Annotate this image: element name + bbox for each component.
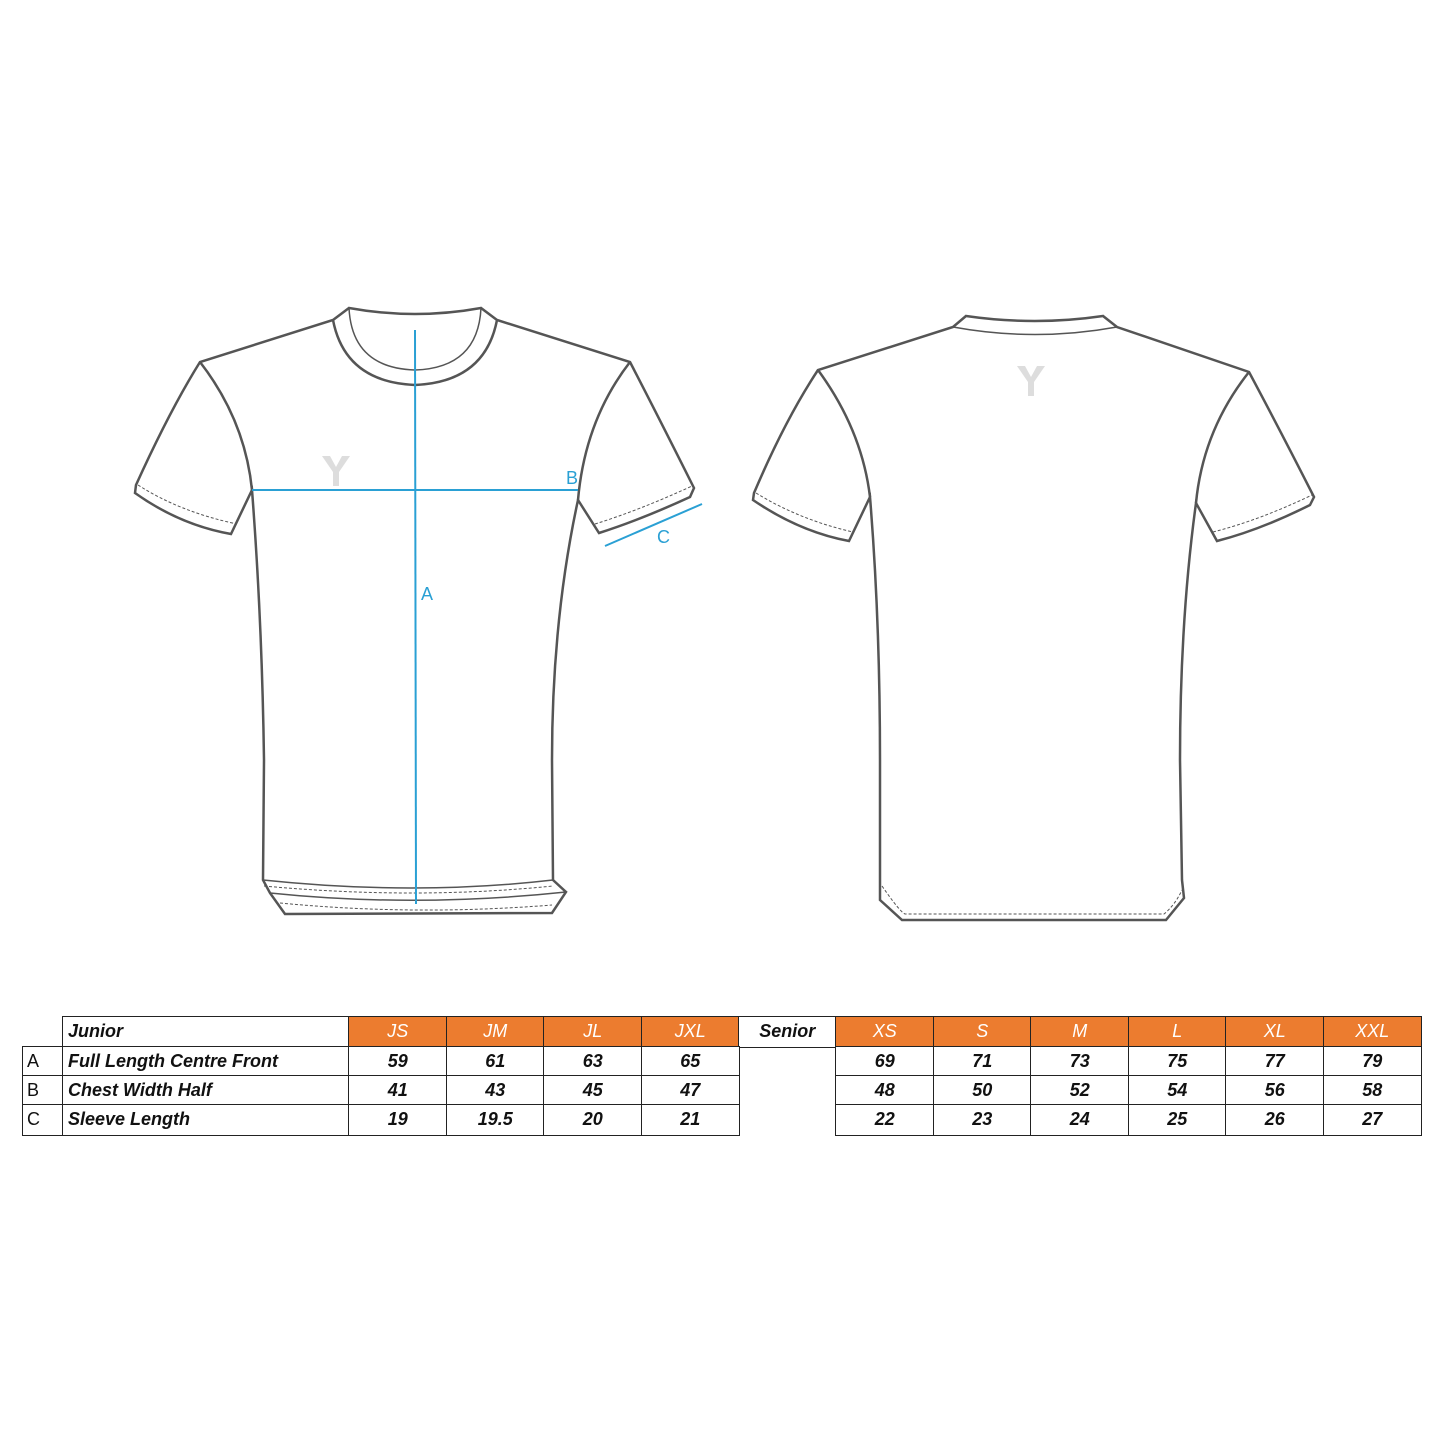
size-header-jl: JL (543, 1016, 643, 1048)
measure-label-b: B (566, 468, 579, 488)
measurement-letter: C (22, 1104, 64, 1136)
junior-value: 20 (543, 1104, 643, 1136)
measurement-letter: A (22, 1046, 64, 1077)
front-tshirt-outline (133, 306, 696, 916)
senior-value: 24 (1030, 1104, 1130, 1136)
junior-value: 47 (641, 1075, 740, 1106)
junior-value: 43 (446, 1075, 545, 1106)
size-header-jm: JM (446, 1016, 545, 1048)
size-header-s: S (933, 1016, 1032, 1048)
junior-value: 41 (348, 1075, 448, 1106)
size-header-xxl: XXL (1323, 1016, 1422, 1048)
junior-value: 21 (641, 1104, 740, 1136)
senior-value: 77 (1225, 1046, 1325, 1077)
size-header-xl: XL (1225, 1016, 1325, 1048)
senior-value: 23 (933, 1104, 1032, 1136)
measure-label-a: A (421, 584, 434, 604)
junior-value: 63 (543, 1046, 643, 1077)
size-header-js: JS (348, 1016, 448, 1048)
senior-value: 56 (1225, 1075, 1325, 1106)
senior-value: 69 (835, 1046, 935, 1077)
junior-value: 59 (348, 1046, 448, 1077)
measurement-label: Full Length Centre Front (62, 1046, 350, 1077)
measurement-label: Chest Width Half (62, 1075, 350, 1106)
back-tshirt-outline (751, 314, 1316, 922)
senior-value: 50 (933, 1075, 1032, 1106)
senior-value: 26 (1225, 1104, 1325, 1136)
senior-value: 75 (1128, 1046, 1227, 1077)
logo-watermark-back (1017, 366, 1045, 396)
senior-value: 27 (1323, 1104, 1422, 1136)
senior-value: 73 (1030, 1046, 1130, 1077)
junior-value: 19 (348, 1104, 448, 1136)
senior-value: 48 (835, 1075, 935, 1106)
size-header-jxl: JXL (641, 1016, 740, 1048)
senior-value: 54 (1128, 1075, 1227, 1106)
logo-watermark-front (322, 456, 350, 486)
junior-value: 19.5 (446, 1104, 545, 1136)
measurement-label: Sleeve Length (62, 1104, 350, 1136)
measurement-letter: B (22, 1075, 64, 1106)
junior-header: Junior (62, 1016, 350, 1048)
size-header-xs: XS (835, 1016, 935, 1048)
senior-value: 58 (1323, 1075, 1422, 1106)
measurement-lines (252, 329, 703, 905)
tshirt-diagrams (133, 306, 1316, 922)
senior-value: 22 (835, 1104, 935, 1136)
senior-value: 52 (1030, 1075, 1130, 1106)
junior-value: 65 (641, 1046, 740, 1077)
senior-value: 71 (933, 1046, 1032, 1077)
senior-header: Senior (738, 1016, 837, 1048)
measure-label-c: C (657, 527, 670, 547)
senior-value: 79 (1323, 1046, 1422, 1077)
senior-value: 25 (1128, 1104, 1227, 1136)
junior-value: 45 (543, 1075, 643, 1106)
size-header-l: L (1128, 1016, 1227, 1048)
junior-value: 61 (446, 1046, 545, 1077)
size-header-m: M (1030, 1016, 1130, 1048)
